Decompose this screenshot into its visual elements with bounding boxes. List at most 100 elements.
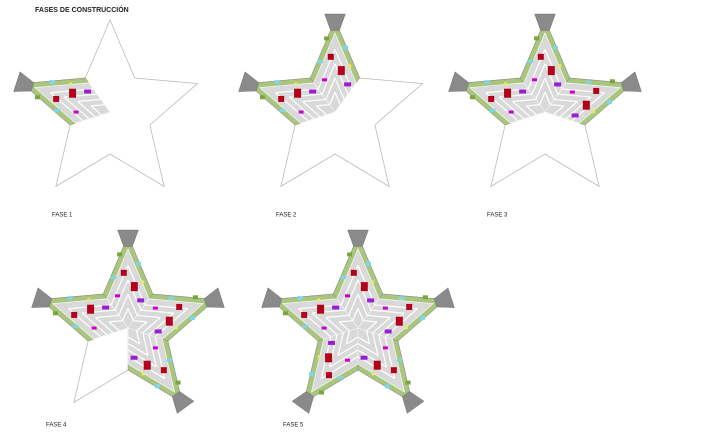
- street: [329, 349, 359, 368]
- street: [81, 312, 108, 336]
- street: [321, 63, 336, 95]
- street: [498, 96, 525, 120]
- facility: [317, 59, 324, 63]
- tip-block: [347, 229, 369, 247]
- street: [288, 96, 315, 120]
- street: [77, 98, 101, 103]
- facility: [405, 380, 411, 385]
- facility: [327, 53, 334, 60]
- street: [357, 307, 364, 321]
- facility: [174, 326, 178, 330]
- facility: [347, 252, 353, 257]
- facility: [382, 346, 388, 350]
- phase-label: FASE 5: [283, 423, 304, 429]
- facility: [344, 82, 352, 87]
- facility: [366, 261, 371, 266]
- facility: [384, 384, 390, 389]
- street: [357, 293, 368, 316]
- facility: [34, 95, 40, 100]
- street: [345, 330, 350, 345]
- street: [77, 101, 96, 118]
- facility: [53, 95, 60, 102]
- phase-label: FASE 1: [52, 213, 73, 219]
- street: [348, 293, 359, 316]
- phase-plan: [31, 229, 225, 414]
- facility: [406, 303, 413, 310]
- street: [512, 101, 531, 118]
- facility: [91, 326, 97, 330]
- street: [526, 104, 540, 107]
- street: [127, 279, 142, 311]
- facility: [49, 80, 55, 85]
- street: [127, 349, 157, 368]
- tip-block: [534, 13, 556, 31]
- facility: [384, 329, 392, 334]
- street: [127, 307, 134, 321]
- street: [357, 349, 387, 368]
- facility: [508, 110, 514, 114]
- facility: [176, 303, 183, 310]
- street: [370, 309, 404, 314]
- facility: [534, 36, 540, 41]
- facility: [130, 355, 138, 360]
- street: [544, 77, 555, 100]
- facility: [166, 358, 173, 362]
- phase-plan: [13, 18, 199, 188]
- facility: [282, 311, 288, 316]
- facility: [71, 311, 78, 318]
- street: [337, 332, 344, 356]
- street: [525, 105, 537, 116]
- facility: [294, 82, 298, 86]
- facility: [343, 45, 348, 50]
- facility: [189, 316, 195, 321]
- facility: [373, 360, 381, 370]
- facility: [52, 311, 58, 316]
- street: [329, 91, 336, 105]
- facility: [319, 390, 325, 395]
- tip-block: [238, 71, 260, 92]
- street: [372, 332, 379, 356]
- facility: [371, 280, 375, 284]
- facility: [593, 87, 600, 94]
- street: [334, 63, 349, 95]
- facility: [317, 355, 321, 359]
- street: [559, 101, 578, 118]
- facility: [382, 306, 388, 310]
- street: [142, 332, 149, 356]
- street: [302, 98, 326, 103]
- street: [140, 309, 174, 314]
- facility: [67, 296, 73, 301]
- street: [544, 63, 559, 95]
- tip-block: [13, 71, 35, 92]
- facility: [154, 384, 160, 389]
- tip-block: [620, 71, 642, 92]
- phase-plan: [238, 13, 424, 188]
- street: [315, 105, 327, 116]
- facility: [322, 78, 327, 82]
- street: [133, 320, 147, 323]
- facility: [136, 261, 141, 266]
- street: [346, 336, 359, 345]
- facility: [152, 306, 158, 310]
- facility: [553, 45, 558, 50]
- facility: [345, 358, 351, 362]
- phase-plan: [261, 229, 455, 414]
- facility: [72, 324, 79, 328]
- facility: [87, 298, 91, 302]
- street: [316, 104, 330, 107]
- street: [544, 91, 551, 105]
- facility: [504, 88, 512, 98]
- street: [114, 279, 129, 311]
- facility: [278, 95, 285, 102]
- street: [357, 336, 370, 345]
- facility: [340, 275, 347, 279]
- street: [108, 321, 120, 332]
- street: [142, 317, 161, 334]
- facility: [175, 380, 181, 385]
- street: [372, 317, 391, 334]
- street: [325, 77, 336, 100]
- facility: [120, 269, 127, 276]
- facility: [345, 294, 350, 298]
- tip-block: [291, 391, 314, 414]
